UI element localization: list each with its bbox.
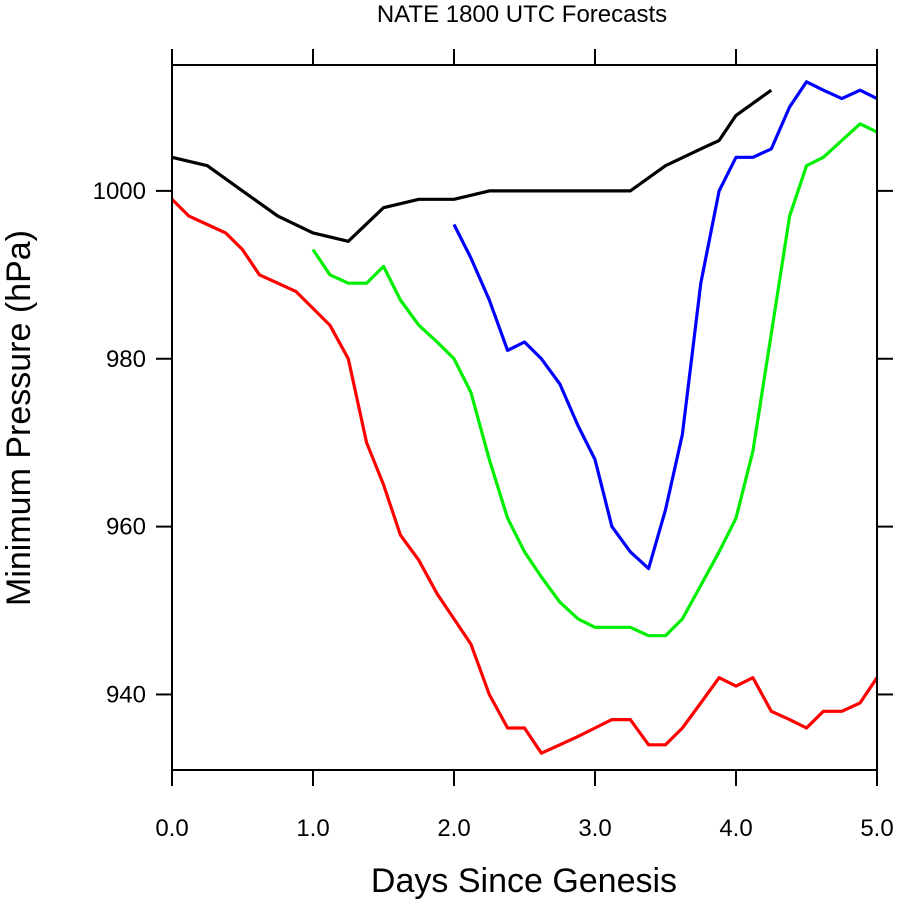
y-tick-label-1: 960 [106,514,146,541]
y-tick-label-3: 1000 [93,178,146,205]
y-tick-label-0: 940 [106,681,146,708]
series-line-blue [452,80,878,571]
chart-title: NATE 1800 UTC Forecasts [377,1,667,28]
y-tick-label-2: 980 [106,346,146,373]
x-tick-label-5: 5.0 [860,815,893,842]
x-tick-label-0: 0.0 [155,815,188,842]
x-tick-label-3: 3.0 [578,815,611,842]
plot-frame [171,64,878,771]
series-line-red [170,198,879,755]
series-line-green [311,122,878,638]
x-tick-label-1: 1.0 [296,815,329,842]
x-tick-label-2: 2.0 [437,815,470,842]
x-tick-label-4: 4.0 [719,815,752,842]
y-axis-label: Minimum Pressure (hPa) [0,230,38,606]
series-layer [170,80,879,755]
axis-layer: 0.0 1.0 2.0 3.0 4.0 5.0 940 960 980 1000 [93,49,894,842]
series-line-black [171,88,773,243]
x-axis-label: Days Since Genesis [371,862,677,900]
